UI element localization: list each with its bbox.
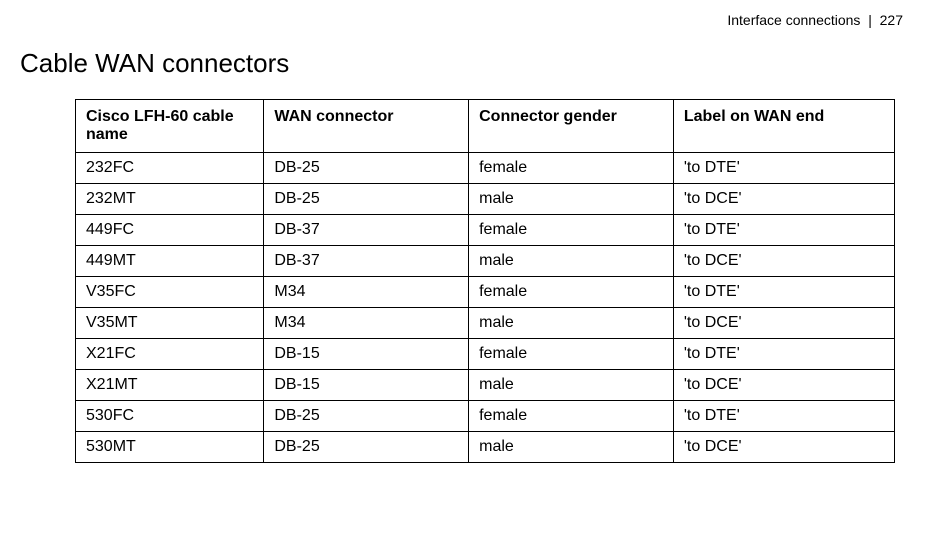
table-cell: DB-25 <box>264 153 469 184</box>
table-row: 530FCDB-25female'to DTE' <box>76 401 895 432</box>
table-cell: 'to DCE' <box>673 308 894 339</box>
table-cell: M34 <box>264 277 469 308</box>
table-cell: 232MT <box>76 184 264 215</box>
page-header: Interface connections | 227 <box>0 0 943 28</box>
table-row: 530MTDB-25male'to DCE' <box>76 432 895 463</box>
table-cell: male <box>469 370 674 401</box>
table-row: V35MTM34male'to DCE' <box>76 308 895 339</box>
table-row: V35FCM34female'to DTE' <box>76 277 895 308</box>
table-row: 232MTDB-25male'to DCE' <box>76 184 895 215</box>
header-separator: | <box>868 12 872 28</box>
table-cell: 'to DTE' <box>673 339 894 370</box>
table-cell: V35FC <box>76 277 264 308</box>
table-cell: DB-25 <box>264 184 469 215</box>
table-row: X21MTDB-15male'to DCE' <box>76 370 895 401</box>
table-cell: male <box>469 308 674 339</box>
table-row: 449FCDB-37female'to DTE' <box>76 215 895 246</box>
header-section-label: Interface connections <box>727 12 860 28</box>
cable-connectors-table: Cisco LFH-60 cable name WAN connector Co… <box>75 99 895 463</box>
table-cell: DB-15 <box>264 339 469 370</box>
table-cell: 449MT <box>76 246 264 277</box>
table-cell: 'to DCE' <box>673 370 894 401</box>
table-row: X21FCDB-15female'to DTE' <box>76 339 895 370</box>
table-header-row: Cisco LFH-60 cable name WAN connector Co… <box>76 100 895 153</box>
table-cell: X21FC <box>76 339 264 370</box>
section-title: Cable WAN connectors <box>0 28 943 99</box>
table-cell: 'to DTE' <box>673 277 894 308</box>
table-cell: V35MT <box>76 308 264 339</box>
table-cell: male <box>469 184 674 215</box>
col-header-label-wan-end: Label on WAN end <box>673 100 894 153</box>
table-cell: X21MT <box>76 370 264 401</box>
table-container: Cisco LFH-60 cable name WAN connector Co… <box>0 99 943 463</box>
table-cell: 'to DTE' <box>673 153 894 184</box>
table-cell: 'to DTE' <box>673 401 894 432</box>
table-cell: male <box>469 432 674 463</box>
table-cell: female <box>469 401 674 432</box>
table-row: 232FCDB-25female'to DTE' <box>76 153 895 184</box>
table-cell: 530MT <box>76 432 264 463</box>
table-cell: male <box>469 246 674 277</box>
table-cell: DB-25 <box>264 401 469 432</box>
table-cell: 530FC <box>76 401 264 432</box>
table-cell: female <box>469 339 674 370</box>
table-body: 232FCDB-25female'to DTE'232MTDB-25male't… <box>76 153 895 463</box>
col-header-cable-name: Cisco LFH-60 cable name <box>76 100 264 153</box>
table-row: 449MTDB-37male'to DCE' <box>76 246 895 277</box>
table-cell: DB-37 <box>264 246 469 277</box>
header-page-number: 227 <box>880 12 903 28</box>
table-cell: 'to DCE' <box>673 246 894 277</box>
table-cell: 'to DCE' <box>673 184 894 215</box>
table-cell: female <box>469 277 674 308</box>
table-cell: M34 <box>264 308 469 339</box>
table-cell: 'to DCE' <box>673 432 894 463</box>
table-cell: 'to DTE' <box>673 215 894 246</box>
table-cell: 449FC <box>76 215 264 246</box>
table-cell: female <box>469 153 674 184</box>
col-header-wan-connector: WAN connector <box>264 100 469 153</box>
table-cell: 232FC <box>76 153 264 184</box>
table-cell: female <box>469 215 674 246</box>
col-header-connector-gender: Connector gender <box>469 100 674 153</box>
table-cell: DB-15 <box>264 370 469 401</box>
table-cell: DB-25 <box>264 432 469 463</box>
table-cell: DB-37 <box>264 215 469 246</box>
